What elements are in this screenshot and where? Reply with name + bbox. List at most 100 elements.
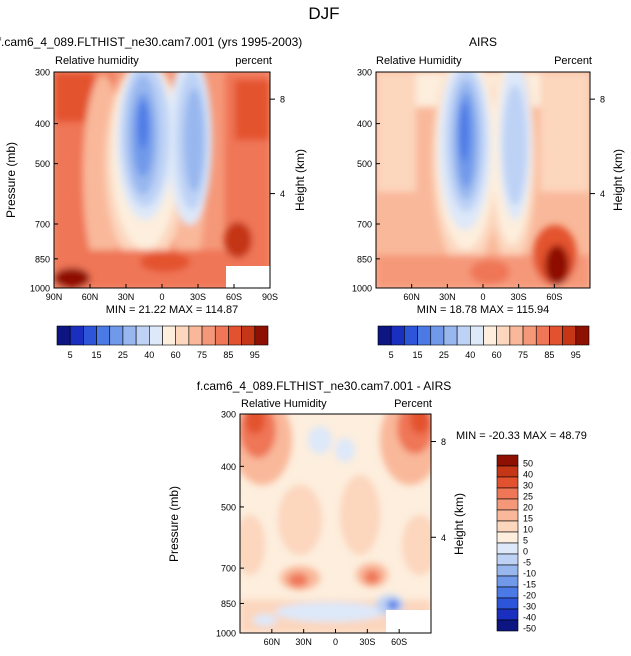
- height-tick-label: 8: [600, 95, 605, 105]
- panel-model-units-label: percent: [235, 55, 272, 67]
- y-tick-label: 500: [221, 502, 236, 512]
- colorbar-swatch: [496, 465, 519, 478]
- colorbar-swatch: [496, 520, 519, 533]
- y-tick-label: 500: [357, 159, 372, 169]
- colorbar-swatch: [496, 597, 519, 610]
- panel-model-x-axis: 90N 60N 30N 0 30S 60S 90S: [46, 284, 278, 302]
- y-tick-label: 700: [357, 220, 372, 230]
- colorbar-label: 40: [465, 350, 475, 360]
- panel-model-title: f.cam6_4_089.FLTHIST_ne30.cam7.001 (yrs …: [0, 35, 302, 49]
- panel-model-stats: MIN = 21.22 MAX = 114.87: [106, 304, 238, 316]
- colorbar-swatch: [496, 531, 519, 544]
- colorbar-swatch: [496, 619, 519, 632]
- x-tick-label: 0: [159, 292, 164, 302]
- panel-diff-x-axis: 60N 30N 0 30S 60S: [264, 629, 407, 647]
- colorbar-swatch: [417, 325, 432, 346]
- panel-diff-y-label: Pressure (mb): [167, 486, 181, 562]
- height-tick-label: 8: [441, 437, 446, 447]
- colorbar-swatch: [470, 325, 484, 346]
- colorbar-label: -30: [523, 602, 536, 612]
- colorbar-label: 15: [523, 514, 533, 524]
- colorbar-swatch: [496, 476, 519, 489]
- panel-airs-stats: MIN = 18.78 MAX = 115.94: [417, 304, 549, 316]
- panel-airs-height-label: Height (km): [611, 149, 625, 211]
- x-tick-label: 90S: [262, 292, 278, 302]
- x-tick-label: 30S: [511, 292, 527, 302]
- colorbar-label: 60: [492, 350, 502, 360]
- colorbar-swatch: [56, 325, 71, 346]
- panel-airs-x-axis: 60N 30N 0 30S 60S: [403, 284, 562, 302]
- height-tick-label: 4: [441, 533, 446, 543]
- colorbar-label: 5: [523, 536, 528, 546]
- colorbar-label: 5: [68, 350, 73, 360]
- colorbar-swatch: [496, 487, 519, 500]
- colorbar-label: 15: [92, 350, 102, 360]
- panel-airs-colorbar: 5 15 25 40 60 75 85 95: [377, 325, 590, 360]
- colorbar-label: 0: [523, 547, 528, 557]
- x-tick-label: 90N: [46, 292, 63, 302]
- y-tick-label: 300: [357, 68, 372, 78]
- panel-model-colorbar: 5 15 25 40 60 75 85 95: [56, 325, 269, 360]
- colorbar-label: 85: [544, 350, 554, 360]
- colorbar-swatch: [83, 325, 97, 346]
- colorbar-label: 60: [171, 350, 181, 360]
- y-tick-label: 300: [221, 410, 236, 420]
- y-tick-label: 700: [221, 564, 236, 574]
- colorbar-swatch: [443, 325, 458, 346]
- colorbar-label: -40: [523, 613, 536, 623]
- colorbar-label: -15: [523, 580, 536, 590]
- y-tick-label: 400: [221, 462, 236, 472]
- panel-model-height-axis: 84: [270, 95, 285, 199]
- colorbar-swatch: [496, 454, 519, 467]
- colorbar-swatch: [122, 325, 137, 346]
- colorbar-swatch: [214, 325, 229, 346]
- colorbar-swatch: [496, 553, 519, 566]
- colorbar-swatch: [109, 325, 124, 346]
- panel-model-y-axis: 300 400 500 700 850 1000: [30, 68, 58, 294]
- colorbar-swatch: [228, 325, 242, 346]
- colorbar-label: -20: [523, 591, 536, 601]
- colorbar-label: -10: [523, 569, 536, 579]
- height-tick-label: 4: [280, 189, 285, 199]
- colorbar-label: 40: [523, 470, 533, 480]
- colorbar-swatch: [496, 575, 519, 588]
- colorbar-label: 25: [118, 350, 128, 360]
- colorbar-swatch: [69, 325, 84, 346]
- colorbar-swatch: [496, 509, 519, 522]
- colorbar-label: -5: [523, 558, 531, 568]
- x-tick-label: 0: [480, 292, 485, 302]
- panel-diff-units-label: Percent: [394, 398, 432, 410]
- colorbar-swatch: [496, 498, 519, 511]
- panel-diff-variable-label: Relative Humidity: [241, 398, 327, 410]
- colorbar-swatch: [562, 325, 577, 346]
- colorbar-swatch: [404, 325, 418, 346]
- colorbar-swatch: [496, 542, 519, 555]
- panel-model-field: [54, 72, 270, 288]
- colorbar-swatch: [549, 325, 563, 346]
- figure-title: DJF: [308, 4, 339, 23]
- colorbar-swatch: [254, 325, 269, 346]
- colorbar-label: 95: [571, 350, 581, 360]
- panel-diff-height-axis: 84: [431, 437, 446, 543]
- panel-airs-y-axis: 300 400 500 700 850 1000: [352, 68, 380, 294]
- x-tick-label: 60S: [391, 637, 407, 647]
- y-tick-label: 400: [35, 119, 50, 129]
- x-tick-label: 30N: [439, 292, 456, 302]
- panel-diff-field: [240, 414, 431, 633]
- colorbar-swatch: [509, 325, 524, 346]
- panel-diff-y-axis: 300 400 500 700 850 1000: [216, 410, 244, 639]
- panel-diff-title: f.cam6_4_089.FLTHIST_ne30.cam7.001 - AIR…: [197, 379, 452, 393]
- colorbar-swatch: [377, 325, 392, 346]
- panel-diff-height-label: Height (km): [452, 493, 466, 555]
- colorbar-swatch: [175, 325, 190, 346]
- y-tick-label: 1000: [30, 284, 50, 294]
- colorbar-swatch: [188, 325, 203, 346]
- x-tick-label: 30S: [359, 637, 375, 647]
- panel-diff-stats: MIN = -20.33 MAX = 48.79: [456, 430, 587, 442]
- colorbar-swatch: [535, 325, 550, 346]
- y-tick-label: 850: [357, 254, 372, 264]
- colorbar-label: 75: [518, 350, 528, 360]
- height-tick-label: 4: [600, 189, 605, 199]
